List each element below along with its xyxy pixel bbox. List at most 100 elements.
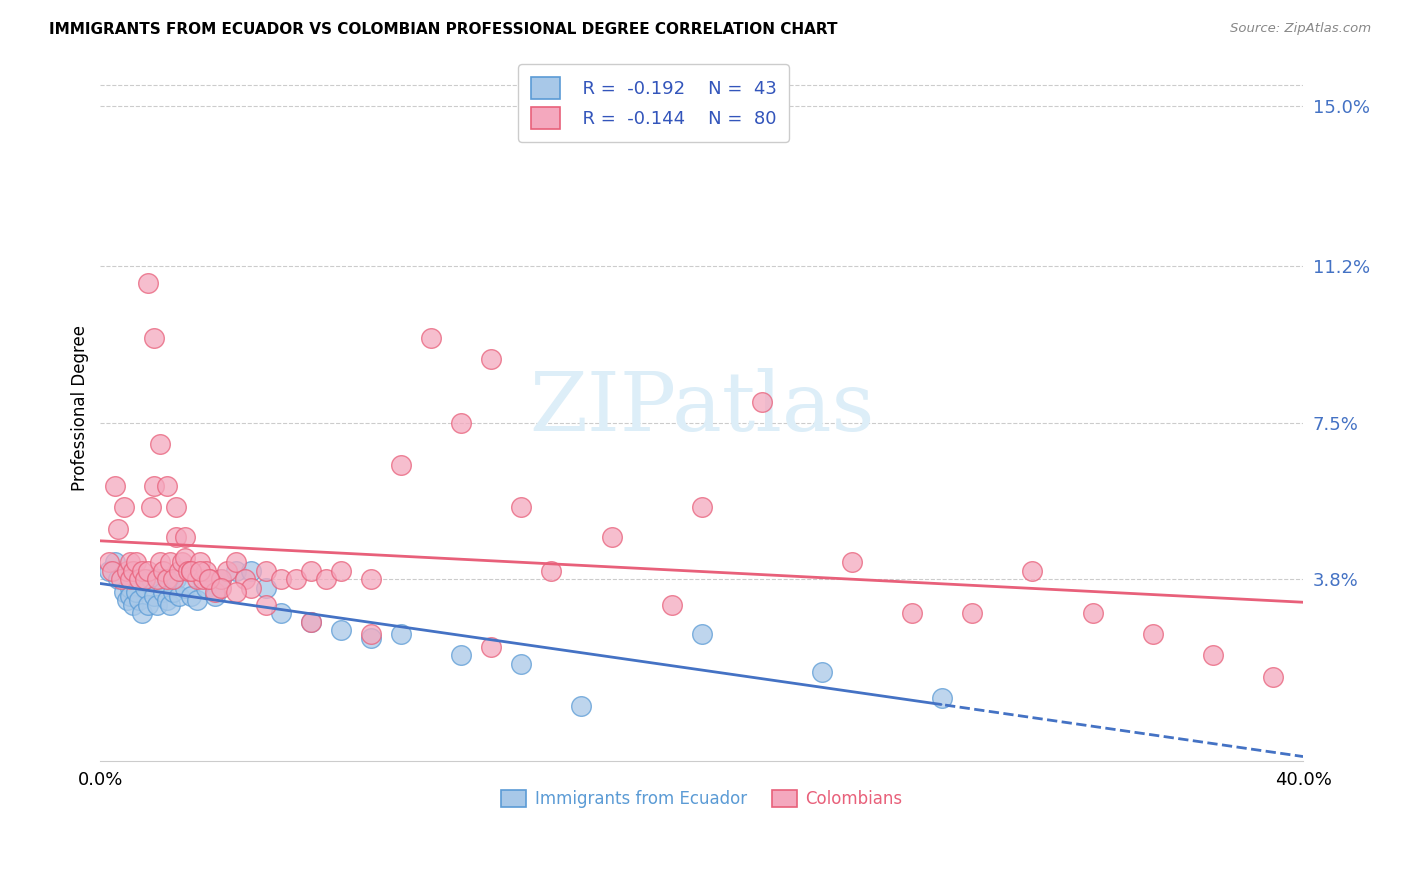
Point: [155, 593, 177, 607]
Point: [143, 331, 166, 345]
Point: [110, 572, 132, 586]
Point: [138, 277, 160, 291]
Point: [197, 572, 219, 586]
Text: Source: ZipAtlas.com: Source: ZipAtlas.com: [1230, 22, 1371, 36]
Point: [152, 564, 174, 578]
Point: [299, 564, 322, 578]
Point: [173, 551, 195, 566]
Point: [1202, 648, 1225, 663]
Point: [188, 564, 211, 578]
Point: [98, 555, 121, 569]
Point: [479, 640, 502, 654]
Point: [751, 394, 773, 409]
Point: [128, 572, 150, 586]
Point: [661, 598, 683, 612]
Point: [107, 572, 129, 586]
Point: [215, 564, 238, 578]
Point: [131, 606, 153, 620]
Point: [360, 572, 382, 586]
Point: [233, 572, 256, 586]
Point: [239, 564, 262, 578]
Point: [122, 564, 145, 578]
Point: [149, 437, 172, 451]
Point: [120, 589, 142, 603]
Point: [1021, 564, 1043, 578]
Point: [180, 564, 202, 578]
Point: [155, 572, 177, 586]
Point: [170, 555, 193, 569]
Point: [389, 627, 412, 641]
Point: [284, 572, 307, 586]
Point: [540, 564, 562, 578]
Text: IMMIGRANTS FROM ECUADOR VS COLOMBIAN PROFESSIONAL DEGREE CORRELATION CHART: IMMIGRANTS FROM ECUADOR VS COLOMBIAN PRO…: [49, 22, 838, 37]
Point: [901, 606, 924, 620]
Point: [225, 555, 247, 569]
Point: [117, 593, 139, 607]
Point: [389, 458, 412, 472]
Point: [254, 598, 277, 612]
Point: [254, 581, 277, 595]
Point: [138, 564, 160, 578]
Point: [173, 581, 195, 595]
Point: [104, 555, 127, 569]
Point: [209, 572, 232, 586]
Point: [128, 593, 150, 607]
Point: [165, 572, 187, 586]
Point: [165, 500, 187, 515]
Point: [117, 564, 139, 578]
Point: [329, 623, 352, 637]
Point: [1081, 606, 1104, 620]
Point: [299, 615, 322, 629]
Point: [225, 564, 247, 578]
Point: [188, 555, 211, 569]
Point: [811, 665, 834, 680]
Point: [270, 572, 292, 586]
Point: [162, 572, 184, 586]
Point: [962, 606, 984, 620]
Point: [315, 572, 337, 586]
Point: [149, 572, 172, 586]
Point: [146, 572, 169, 586]
Point: [120, 581, 142, 595]
Point: [131, 564, 153, 578]
Y-axis label: Professional Degree: Professional Degree: [72, 325, 89, 491]
Point: [186, 593, 208, 607]
Point: [209, 581, 232, 595]
Point: [159, 555, 181, 569]
Point: [329, 564, 352, 578]
Point: [180, 589, 202, 603]
Point: [479, 352, 502, 367]
Point: [143, 479, 166, 493]
Point: [134, 572, 156, 586]
Point: [146, 598, 169, 612]
Point: [167, 589, 190, 603]
Point: [1261, 669, 1284, 683]
Point: [1142, 627, 1164, 641]
Point: [152, 585, 174, 599]
Point: [209, 572, 232, 586]
Point: [149, 555, 172, 569]
Point: [143, 589, 166, 603]
Text: ZIPatlas: ZIPatlas: [529, 368, 875, 448]
Point: [104, 479, 127, 493]
Point: [270, 606, 292, 620]
Point: [600, 530, 623, 544]
Legend: Immigrants from Ecuador, Colombians: Immigrants from Ecuador, Colombians: [494, 781, 911, 816]
Point: [204, 585, 226, 599]
Point: [299, 615, 322, 629]
Point: [186, 572, 208, 586]
Point: [690, 627, 713, 641]
Point: [194, 564, 217, 578]
Point: [141, 572, 163, 586]
Point: [120, 572, 142, 586]
Point: [155, 479, 177, 493]
Point: [510, 500, 533, 515]
Point: [204, 589, 226, 603]
Point: [420, 331, 443, 345]
Point: [450, 416, 472, 430]
Point: [112, 585, 135, 599]
Point: [120, 555, 142, 569]
Point: [841, 555, 863, 569]
Point: [165, 530, 187, 544]
Point: [225, 585, 247, 599]
